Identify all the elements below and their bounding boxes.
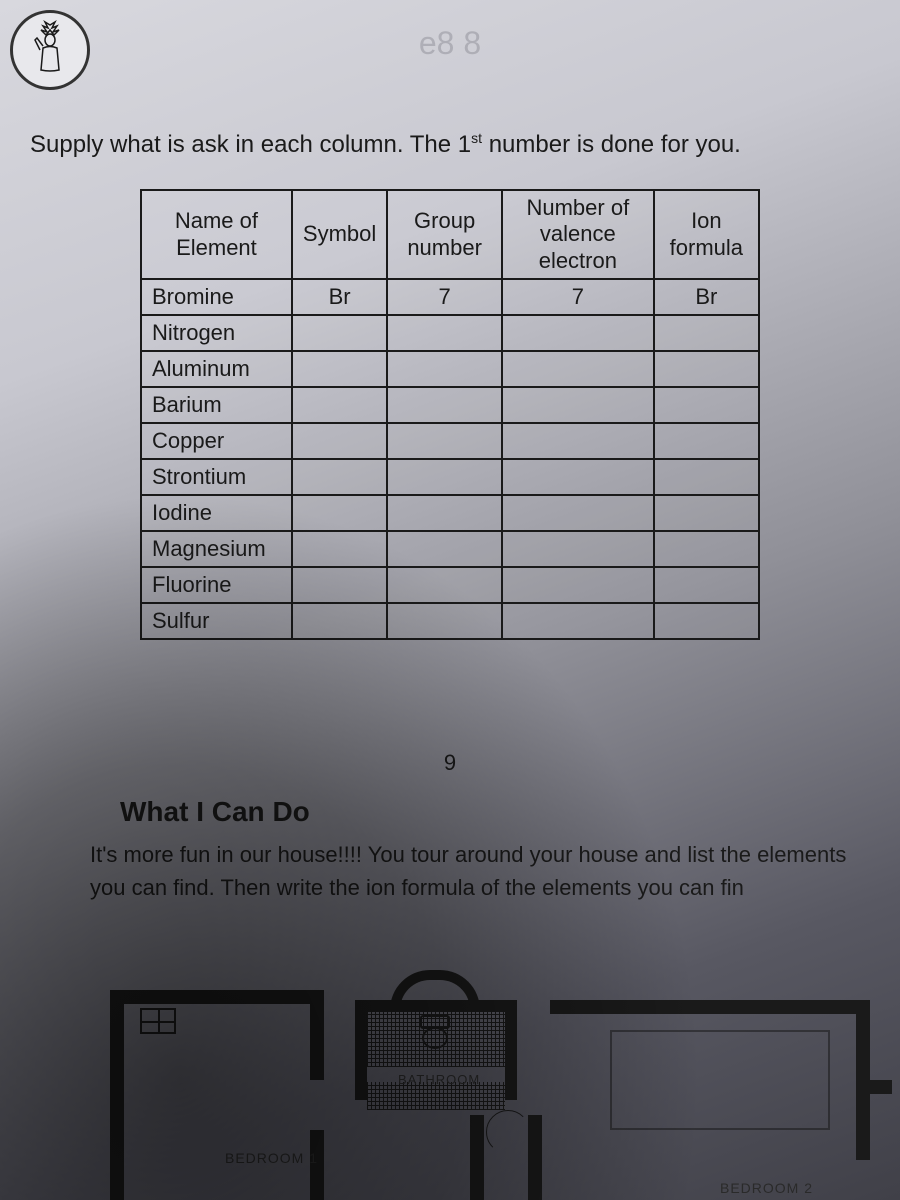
header-group: Group number: [387, 190, 502, 279]
table-cell: Fluorine: [141, 567, 292, 603]
table-row: BromineBr77Br: [141, 279, 759, 315]
table-cell: Magnesium: [141, 531, 292, 567]
table-cell: [654, 387, 759, 423]
table-cell: [502, 423, 654, 459]
table-row: Fluorine: [141, 567, 759, 603]
table-cell: [654, 495, 759, 531]
table-cell: Bromine: [141, 279, 292, 315]
table-cell: Nitrogen: [141, 315, 292, 351]
floorplan: BEDROOM 1 BATHROOM BEDROOM 2: [0, 960, 900, 1200]
bathroom-label: BATHROOM: [398, 1072, 480, 1087]
table-cell: [292, 531, 387, 567]
table-header-row: Name of Element Symbol Group number Numb…: [141, 190, 759, 279]
table-cell: [292, 387, 387, 423]
table-cell: Copper: [141, 423, 292, 459]
table-cell: [502, 315, 654, 351]
table-cell: [654, 423, 759, 459]
instruction-suffix: number is done for you.: [482, 131, 741, 158]
table-cell: [654, 459, 759, 495]
element-table-container: Name of Element Symbol Group number Numb…: [140, 189, 760, 640]
table-cell: [502, 531, 654, 567]
table-row: Barium: [141, 387, 759, 423]
table-cell: [502, 495, 654, 531]
toilet-icon: [420, 1015, 450, 1051]
window-icon: [140, 1008, 176, 1034]
table-cell: [654, 603, 759, 639]
logo-circle: [10, 10, 90, 90]
table-cell: 7: [387, 279, 502, 315]
table-cell: Aluminum: [141, 351, 292, 387]
table-cell: [502, 459, 654, 495]
header-symbol: Symbol: [292, 190, 387, 279]
instruction-text: Supply what is ask in each column. The 1…: [20, 130, 880, 179]
table-cell: Br: [292, 279, 387, 315]
header-valence: Number of valence electron: [502, 190, 654, 279]
table-cell: Br: [654, 279, 759, 315]
wall: [550, 1000, 870, 1014]
table-cell: [292, 603, 387, 639]
wall: [470, 1115, 484, 1200]
wall: [505, 1000, 517, 1100]
table-cell: 7: [502, 279, 654, 315]
table-cell: [387, 567, 502, 603]
body-text: It's more fun in our house!!!! You tour …: [90, 838, 880, 904]
table-cell: [292, 567, 387, 603]
table-cell: Iodine: [141, 495, 292, 531]
table-cell: [502, 351, 654, 387]
table-cell: [502, 603, 654, 639]
table-row: Aluminum: [141, 351, 759, 387]
table-cell: [387, 459, 502, 495]
header-name: Name of Element: [141, 190, 292, 279]
table-cell: [292, 351, 387, 387]
table-cell: [502, 387, 654, 423]
wall: [110, 990, 320, 1004]
table-row: Copper: [141, 423, 759, 459]
table-cell: [292, 459, 387, 495]
table-cell: Barium: [141, 387, 292, 423]
table-cell: [502, 567, 654, 603]
worksheet-page: e8 8 Supply what is ask in each column. …: [0, 0, 900, 1200]
wall: [355, 1000, 367, 1100]
wall: [310, 990, 324, 1080]
wall: [528, 1115, 542, 1200]
table-row: Iodine: [141, 495, 759, 531]
table-cell: [292, 315, 387, 351]
wall: [110, 990, 124, 1200]
table-cell: [654, 351, 759, 387]
table-cell: [654, 315, 759, 351]
liberty-icon: [25, 20, 75, 80]
table-cell: [387, 387, 502, 423]
wall: [866, 1080, 892, 1094]
table-cell: [387, 315, 502, 351]
table-cell: [387, 531, 502, 567]
table-cell: [654, 567, 759, 603]
table-cell: [292, 423, 387, 459]
section-title: What I Can Do: [120, 796, 880, 828]
watermark-text: e8 8: [419, 25, 481, 62]
table-cell: [654, 531, 759, 567]
table-cell: Strontium: [141, 459, 292, 495]
instruction-prefix: Supply what is ask in each column. The 1: [30, 131, 471, 158]
page-number: 9: [20, 750, 880, 776]
table-cell: [292, 495, 387, 531]
table-row: Magnesium: [141, 531, 759, 567]
table-cell: [387, 423, 502, 459]
table-cell: [387, 351, 502, 387]
element-table: Name of Element Symbol Group number Numb…: [140, 189, 760, 640]
table-cell: [387, 495, 502, 531]
table-cell: [387, 603, 502, 639]
curved-wall: [390, 970, 480, 1010]
door-arc: [486, 1110, 530, 1154]
bedroom1-label: BEDROOM 1: [225, 1150, 318, 1166]
bedroom2-label: BEDROOM 2: [720, 1180, 813, 1196]
header-ion: Ion formula: [654, 190, 759, 279]
table-row: Sulfur: [141, 603, 759, 639]
table-row: Nitrogen: [141, 315, 759, 351]
instruction-sup: st: [471, 130, 482, 146]
table-row: Strontium: [141, 459, 759, 495]
bed-icon: [610, 1030, 830, 1130]
table-cell: Sulfur: [141, 603, 292, 639]
